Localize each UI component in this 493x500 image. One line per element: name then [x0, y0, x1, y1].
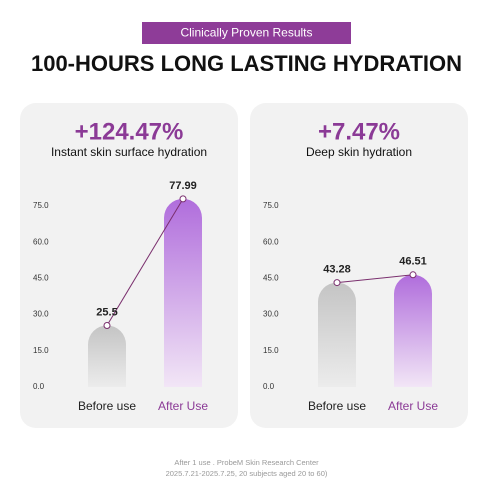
chart-subtitle: Instant skin surface hydration — [51, 145, 207, 159]
y-tick-label: 15.0 — [33, 346, 49, 355]
badge: Clinically Proven Results — [180, 26, 312, 40]
footnote: After 1 use . ProbeM Skin Research Cente… — [174, 458, 319, 467]
title: 100-HOURS LONG LASTING HYDRATION — [31, 51, 462, 76]
y-tick-label: 0.0 — [263, 382, 275, 391]
point — [103, 321, 111, 329]
y-tick-label: 15.0 — [263, 346, 279, 355]
bar — [164, 198, 202, 387]
y-tick-label: 30.0 — [263, 310, 279, 319]
point — [409, 271, 417, 279]
x-tick-label: Before use — [308, 399, 366, 413]
chart-headline: +7.47% — [318, 118, 400, 145]
trend-line — [106, 198, 184, 326]
y-tick-label: 60.0 — [263, 237, 279, 246]
y-tick-label: 75.0 — [263, 201, 279, 210]
value-label: 46.51 — [399, 256, 427, 268]
footnote: 2025.7.21-2025.7.25, 20 subjects aged 20… — [166, 469, 328, 478]
badge-bg — [142, 22, 351, 44]
bar — [88, 325, 126, 387]
x-tick-label: After Use — [388, 399, 438, 413]
y-tick-label: 45.0 — [263, 274, 279, 283]
x-tick-label: After Use — [158, 399, 208, 413]
chart-headline: +124.47% — [75, 118, 184, 145]
bar — [394, 274, 432, 387]
bar — [318, 282, 356, 387]
point — [179, 195, 187, 203]
y-tick-label: 30.0 — [33, 310, 49, 319]
y-tick-label: 60.0 — [33, 237, 49, 246]
y-tick-label: 45.0 — [33, 274, 49, 283]
value-label: 43.28 — [323, 263, 351, 275]
y-tick-label: 75.0 — [33, 201, 49, 210]
trend-line — [336, 274, 414, 284]
value-label: 77.99 — [169, 180, 197, 192]
x-tick-label: Before use — [78, 399, 136, 413]
chart-subtitle: Deep skin hydration — [306, 145, 412, 159]
y-tick-label: 0.0 — [33, 382, 45, 391]
value-label: 25.5 — [96, 306, 117, 318]
point — [333, 279, 341, 287]
